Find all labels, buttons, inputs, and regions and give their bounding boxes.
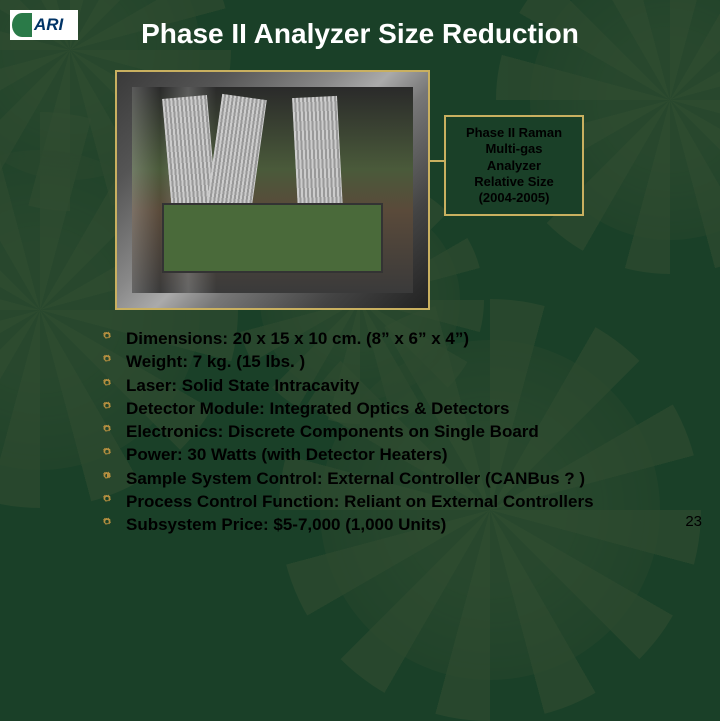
bullet-text: Electronics: Discrete Components on Sing… [126, 421, 539, 442]
slide-title: Phase II Analyzer Size Reduction [0, 18, 720, 50]
gear-bullet-icon [100, 378, 114, 392]
gear-bullet-icon [100, 471, 114, 485]
list-item: Sample System Control: External Controll… [100, 468, 690, 489]
gear-bullet-icon [100, 354, 114, 368]
bullet-text: Dimensions: 20 x 15 x 10 cm. (8” x 6” x … [126, 328, 469, 349]
bullet-text: Power: 30 Watts (with Detector Heaters) [126, 444, 448, 465]
gear-bullet-icon [100, 517, 114, 531]
list-item: Dimensions: 20 x 15 x 10 cm. (8” x 6” x … [100, 328, 690, 349]
page-number: 23 [685, 513, 702, 530]
analyzer-photo [115, 70, 430, 310]
gear-bullet-icon [100, 447, 114, 461]
list-item: Weight: 7 kg. (15 lbs. ) [100, 351, 690, 372]
callout-line4: Relative Size [452, 174, 576, 190]
callout-connector [430, 160, 444, 162]
callout-box: Phase II Raman Multi-gas Analyzer Relati… [444, 115, 584, 216]
callout-line1: Phase II Raman [452, 125, 576, 141]
bullet-text: Weight: 7 kg. (15 lbs. ) [126, 351, 305, 372]
callout-line2: Multi-gas [452, 141, 576, 157]
gear-bullet-icon [100, 401, 114, 415]
list-item: Electronics: Discrete Components on Sing… [100, 421, 690, 442]
bullet-text: Detector Module: Integrated Optics & Det… [126, 398, 510, 419]
callout-line5: (2004-2005) [452, 190, 576, 206]
list-item: Subsystem Price: $5-7,000 (1,000 Units) [100, 514, 690, 535]
bullet-text: Subsystem Price: $5-7,000 (1,000 Units) [126, 514, 446, 535]
bullet-text: Process Control Function: Reliant on Ext… [126, 491, 594, 512]
gear-bullet-icon [100, 424, 114, 438]
bullet-text: Laser: Solid State Intracavity [126, 375, 359, 396]
gear-bullet-icon [100, 494, 114, 508]
list-item: Power: 30 Watts (with Detector Heaters) [100, 444, 690, 465]
list-item: Laser: Solid State Intracavity [100, 375, 690, 396]
list-item: Detector Module: Integrated Optics & Det… [100, 398, 690, 419]
bullet-text: Sample System Control: External Controll… [126, 468, 585, 489]
gear-bullet-icon [100, 331, 114, 345]
bullet-list: Dimensions: 20 x 15 x 10 cm. (8” x 6” x … [100, 328, 690, 537]
callout-line3: Analyzer [452, 158, 576, 174]
list-item: Process Control Function: Reliant on Ext… [100, 491, 690, 512]
